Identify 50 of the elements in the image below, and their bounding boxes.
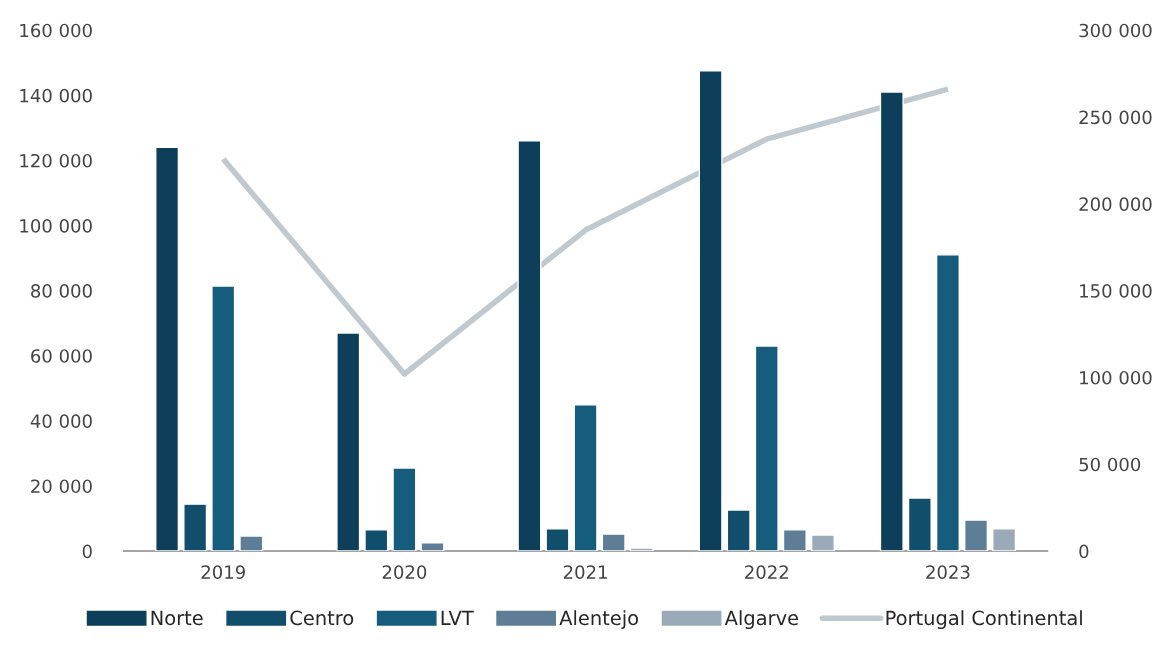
bar [573, 404, 598, 552]
y2-tick-label: 300 000 [1079, 23, 1152, 38]
legend-label: Centro [290, 610, 354, 626]
bar [754, 345, 779, 552]
bar [517, 140, 542, 552]
bar [992, 528, 1017, 552]
bar [420, 542, 445, 552]
bar [629, 547, 654, 552]
bar [336, 332, 361, 552]
y-tick-label: 140 000 [20, 88, 92, 103]
bar [364, 529, 389, 552]
bar [935, 254, 960, 552]
y-tick-label: 100 000 [20, 219, 92, 233]
bar [545, 528, 570, 552]
y-tick-label: 40 000 [30, 414, 92, 428]
bar [211, 285, 236, 552]
legend-label: Norte [151, 610, 203, 626]
bar [239, 535, 264, 552]
y2-tick-label: 200 000 [1079, 197, 1152, 211]
y-tick-label: 0 [82, 544, 92, 559]
y-tick-label: 80 000 [31, 284, 92, 298]
y2-tick-label: 150 000 [1080, 284, 1152, 298]
x-tick-label: 2022 [745, 565, 788, 579]
bar [155, 146, 180, 552]
y-tick-label: 120 000 [20, 153, 92, 168]
y-tick-label: 20 000 [31, 479, 92, 494]
x-tick-label: 2021 [563, 565, 607, 579]
bar [601, 533, 626, 552]
legend-label: Portugal Continental [886, 610, 1082, 630]
bar [879, 91, 904, 552]
bar [183, 503, 208, 552]
legend-label: LVT [441, 610, 474, 625]
bar [907, 497, 932, 552]
bar [726, 509, 751, 552]
x-tick-label: 2023 [926, 565, 970, 579]
y2-tick-label: 50 000 [1079, 457, 1141, 472]
y-tick-label: 60 000 [31, 349, 92, 363]
y2-tick-label: 250 000 [1079, 110, 1152, 125]
y2-tick-label: 0 [1079, 544, 1089, 559]
y2-tick-label: 100 000 [1080, 370, 1152, 385]
x-tick-label: 2019 [201, 565, 245, 579]
legend-label: Algarve [724, 610, 799, 630]
bar [392, 467, 417, 552]
legend-label: Alentejo [559, 610, 639, 630]
bar [964, 519, 989, 552]
bar [782, 529, 807, 552]
y-tick-label: 160 000 [20, 23, 92, 38]
x-tick-label: 2020 [382, 565, 427, 579]
bar [810, 534, 835, 552]
bar [698, 70, 723, 552]
